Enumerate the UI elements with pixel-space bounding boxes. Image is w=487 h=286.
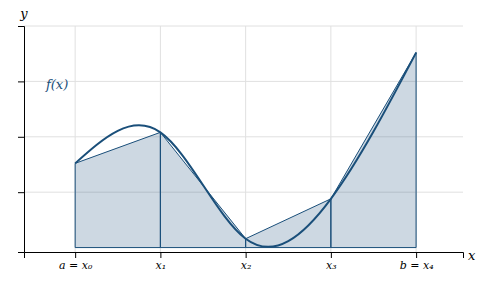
x-tick-label: b = x₄	[400, 259, 434, 272]
x-tick-mark	[331, 252, 332, 258]
x-tick-label: x₁	[156, 259, 167, 272]
chart: a = x₀ x₁ x₂ x₃ b = x₄ x y f(x)	[0, 0, 487, 286]
x-axis-label: x	[468, 248, 476, 263]
y-tick	[18, 81, 24, 82]
x-tick: x₁	[156, 252, 167, 272]
y-tick	[18, 137, 24, 138]
trapezoid	[331, 53, 416, 248]
x-tick-label: a = x₀	[59, 259, 93, 272]
marks	[75, 53, 416, 248]
y-tick	[18, 192, 24, 193]
y-tick	[18, 26, 24, 27]
y-axis-line	[18, 27, 25, 253]
y-axis	[18, 27, 25, 253]
x-tick-label: x₃	[326, 259, 337, 272]
x-tick-mark	[416, 252, 417, 258]
x-tick: x₃	[326, 252, 337, 272]
x-tick: b = x₄	[400, 252, 434, 272]
y-tick-mark	[18, 137, 24, 138]
x-tick-label: x₂	[241, 259, 252, 272]
y-tick-mark	[18, 26, 24, 27]
curve	[75, 53, 416, 247]
y-axis-label: y	[19, 6, 28, 21]
x-tick-mark	[246, 252, 247, 258]
y-tick-mark	[18, 192, 24, 193]
grid-line-y	[24, 26, 463, 27]
x-tick: x₂	[241, 252, 252, 272]
x-axis-line	[25, 253, 464, 259]
trapezoid	[75, 132, 160, 247]
annotation: f(x)	[45, 77, 68, 92]
grid	[24, 26, 463, 252]
x-tick-mark	[75, 252, 76, 258]
x-axis: a = x₀ x₁ x₂ x₃ b = x₄	[25, 252, 464, 272]
x-tick-mark	[160, 252, 161, 258]
trapezoid	[160, 132, 245, 247]
y-tick-mark	[18, 81, 24, 82]
x-tick: a = x₀	[59, 252, 93, 272]
grid-line-x	[245, 26, 246, 252]
grid-line-y	[24, 81, 463, 82]
